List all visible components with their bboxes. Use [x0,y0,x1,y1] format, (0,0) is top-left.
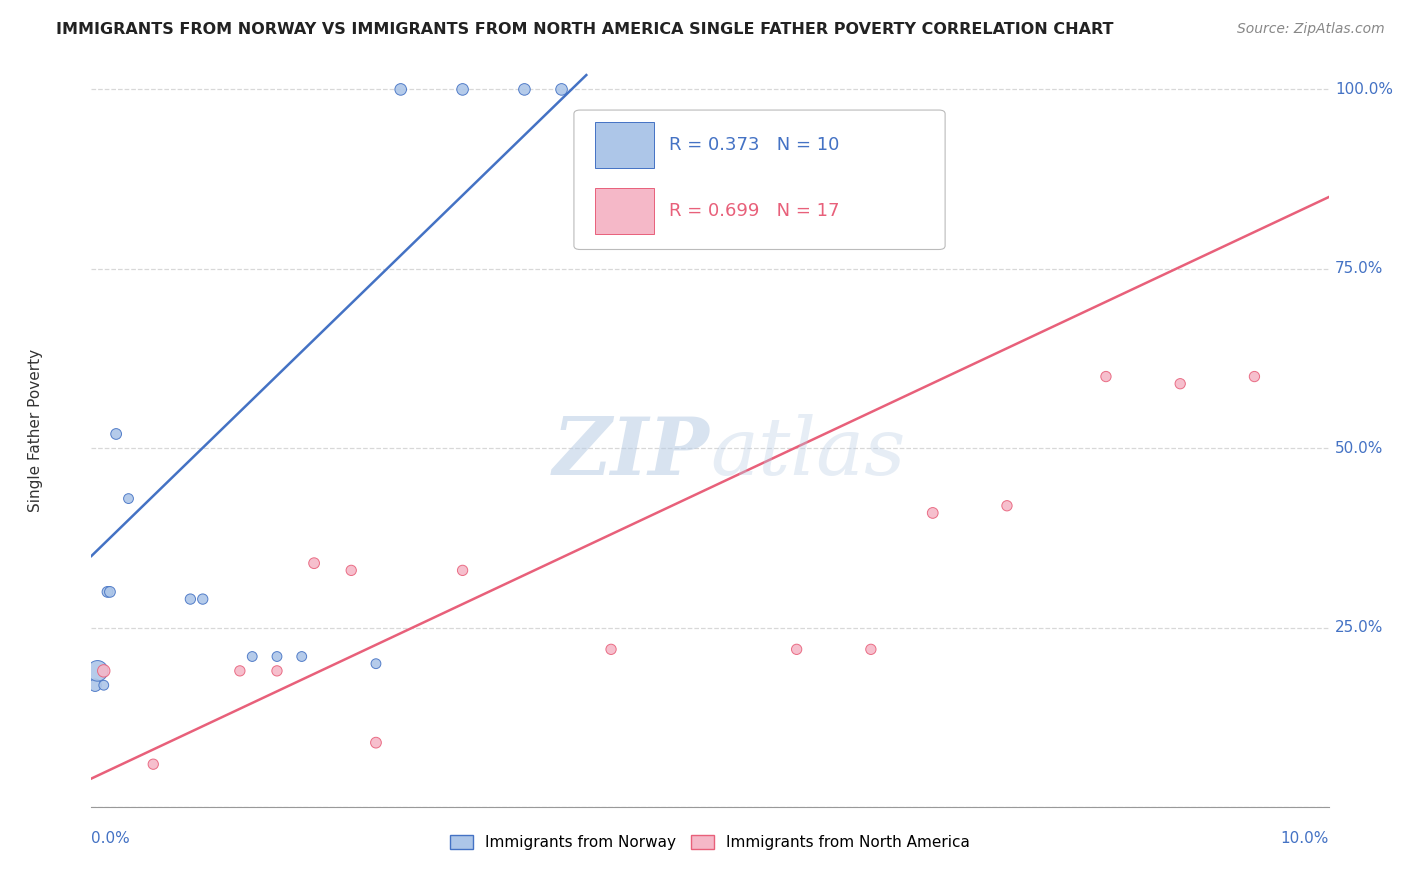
Text: 0.0%: 0.0% [91,831,131,847]
Point [86,664,108,678]
FancyBboxPatch shape [595,121,654,169]
Point [699,226,721,240]
Point [117,491,139,506]
Point [1095,369,1118,384]
Text: 10.0%: 10.0% [1281,831,1329,847]
Point [266,664,288,678]
Point [191,592,214,607]
FancyBboxPatch shape [595,187,654,235]
Point [1168,376,1191,391]
Text: R = 0.699   N = 17: R = 0.699 N = 17 [669,202,839,220]
Point [98,585,121,599]
Point [266,649,288,664]
Point [786,642,808,657]
Point [1243,369,1265,384]
Text: ZIP: ZIP [553,414,710,491]
Point [451,563,474,577]
Point [229,664,252,678]
Point [105,427,128,442]
Text: Single Father Poverty: Single Father Poverty [28,349,44,512]
Text: Source: ZipAtlas.com: Source: ZipAtlas.com [1237,22,1385,37]
Point [240,649,263,664]
Point [600,642,623,657]
Point [451,82,474,96]
Point [340,563,363,577]
Point [921,506,943,520]
Point [995,499,1018,513]
Point [550,82,572,96]
Point [96,585,118,599]
Text: R = 0.373   N = 10: R = 0.373 N = 10 [669,136,839,154]
Text: atlas: atlas [710,414,905,491]
Point [142,757,165,772]
Text: 75.0%: 75.0% [1334,261,1384,277]
FancyBboxPatch shape [574,110,945,250]
Point [364,736,387,750]
Point [389,82,412,96]
Legend: Immigrants from Norway, Immigrants from North America: Immigrants from Norway, Immigrants from … [444,829,976,856]
Point [302,556,325,570]
Text: IMMIGRANTS FROM NORWAY VS IMMIGRANTS FROM NORTH AMERICA SINGLE FATHER POVERTY CO: IMMIGRANTS FROM NORWAY VS IMMIGRANTS FRO… [56,22,1114,37]
Point [364,657,387,671]
Point [84,678,107,692]
Point [291,649,314,664]
Point [93,678,115,692]
Text: 50.0%: 50.0% [1334,441,1384,456]
Point [513,82,536,96]
Point [859,642,882,657]
Text: 100.0%: 100.0% [1334,82,1393,97]
Point [93,664,115,678]
Point [179,592,201,607]
Text: 25.0%: 25.0% [1334,620,1384,635]
